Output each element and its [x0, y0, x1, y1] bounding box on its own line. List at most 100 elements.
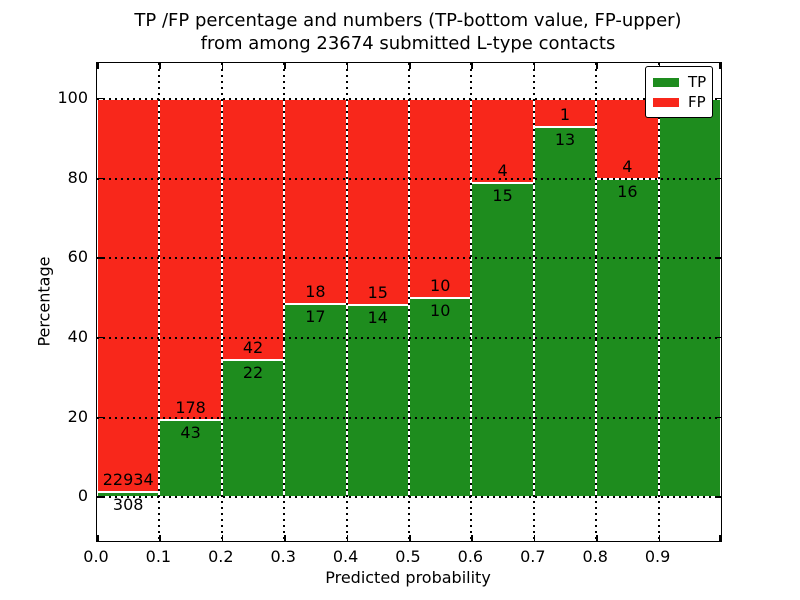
x-tick-label: 0.2 [208, 547, 234, 566]
legend-entry-fp: FP [653, 92, 706, 112]
x-axis-label: Predicted probability [325, 568, 491, 587]
x-tick-label: 0.0 [83, 547, 109, 566]
bar-segment-tp [346, 304, 409, 498]
x-tick-label: 0.8 [582, 547, 608, 566]
gridline-horizontal [97, 177, 721, 180]
y-axis-label: Percentage [34, 256, 54, 347]
legend: TP FP [645, 66, 713, 118]
y-tick-mark [97, 257, 103, 259]
x-tick-mark [409, 535, 411, 541]
gridline-vertical [158, 63, 161, 541]
bar-segment-tp [471, 182, 534, 498]
x-tick-mark [284, 63, 286, 69]
x-tick-mark [471, 63, 473, 69]
bar-count-label-fp: 1 [559, 105, 571, 125]
bar-segment-fp [284, 98, 347, 304]
bar-count-label-fp: 18 [305, 281, 326, 301]
bar-count-label-tp: 10 [430, 301, 451, 321]
bar-count-label-fp: 10 [430, 276, 451, 296]
gridline-horizontal [97, 336, 721, 339]
x-tick-mark [97, 535, 99, 541]
y-tick-label: 20 [67, 406, 88, 426]
bar-segment-tp [284, 303, 347, 498]
legend-label-fp: FP [688, 92, 706, 111]
gridline-vertical [595, 63, 598, 541]
bar-segment-fp [221, 98, 285, 361]
gridline-vertical [470, 63, 473, 541]
y-tick-mark [715, 416, 721, 419]
x-tick-mark [346, 535, 349, 541]
x-tick-mark [97, 63, 99, 69]
bar-segment-fp [97, 98, 160, 492]
x-tick-mark [346, 63, 349, 69]
y-tick-mark [97, 97, 103, 100]
y-tick-mark [715, 257, 721, 259]
y-tick-mark [97, 336, 103, 339]
x-tick-mark [533, 63, 536, 69]
legend-swatch-fp-icon [653, 97, 679, 107]
x-tick-label: 0.1 [145, 547, 172, 566]
x-tick-label: 0.9 [644, 547, 671, 566]
bar-count-label-fp: 4 [622, 156, 633, 176]
x-tick-mark [159, 63, 161, 69]
x-tick-mark [719, 63, 721, 69]
bar-segment-fp [346, 98, 409, 305]
gridline-horizontal [97, 496, 721, 499]
gridline-vertical [532, 63, 535, 541]
plot-area: 2293430817843422218171514101041511341610 [96, 62, 722, 542]
x-tick-label: 0.4 [332, 547, 359, 566]
x-tick-mark [221, 535, 224, 541]
x-tick-label: 0.7 [520, 547, 546, 566]
gridline-horizontal [97, 257, 721, 260]
legend-label-tp: TP [688, 72, 707, 91]
gridline-horizontal [97, 416, 721, 419]
x-tick-mark [284, 535, 286, 541]
x-tick-mark [533, 535, 536, 541]
bar-segment-fp [409, 98, 472, 298]
bar-count-label-tp: 17 [305, 306, 326, 326]
x-tick-label: 0.3 [270, 547, 296, 566]
y-tick-label: 60 [67, 247, 88, 267]
y-tick-mark [97, 177, 103, 180]
x-tick-mark [409, 63, 411, 69]
bar-count-label-fp: 15 [367, 282, 388, 302]
gridline-vertical [408, 63, 410, 541]
bar-count-label-tp: 43 [180, 422, 201, 442]
y-tick-mark [715, 97, 721, 100]
bar-count-label-fp: 4 [497, 160, 508, 180]
gridline-vertical [345, 63, 348, 541]
y-tick-mark [715, 496, 721, 498]
bar-count-label-tp: 22 [242, 363, 264, 383]
y-tick-mark [97, 416, 103, 419]
bar-segment-fp [159, 98, 222, 420]
bar-count-label-fp: 178 [175, 397, 206, 417]
chart-title-line2: from among 23674 submitted L-type contac… [200, 33, 616, 54]
y-tick-mark [715, 177, 721, 180]
x-tick-mark [596, 535, 598, 541]
bar-segment-tp [658, 98, 721, 498]
legend-swatch-tp-icon [653, 77, 679, 87]
bar-count-label-fp: 42 [242, 338, 264, 358]
bar-count-label-tp: 308 [112, 494, 144, 514]
y-tick-label: 80 [67, 167, 88, 187]
x-tick-mark [159, 535, 161, 541]
x-tick-mark [719, 535, 721, 541]
bar-count-label-tp: 16 [617, 181, 638, 201]
y-tick-label: 0 [77, 486, 88, 506]
legend-entry-tp: TP [653, 72, 706, 92]
gridline-horizontal [97, 97, 721, 100]
gridline-vertical [220, 63, 223, 541]
bar-segment-tp [409, 298, 472, 498]
bar-segment-tp [533, 127, 597, 498]
x-tick-label: 0.5 [395, 547, 421, 566]
x-tick-mark [658, 535, 661, 541]
chart-title-line1: TP /FP percentage and numbers (TP-bottom… [134, 10, 682, 31]
x-tick-label: 0.6 [457, 547, 484, 566]
y-tick-mark [97, 496, 103, 498]
y-tick-label: 40 [67, 326, 88, 346]
gridline-vertical [657, 63, 660, 541]
y-tick-label: 100 [57, 87, 88, 107]
bar-count-label-tp: 13 [554, 130, 576, 150]
bar-count-label-tp: 14 [367, 307, 388, 327]
